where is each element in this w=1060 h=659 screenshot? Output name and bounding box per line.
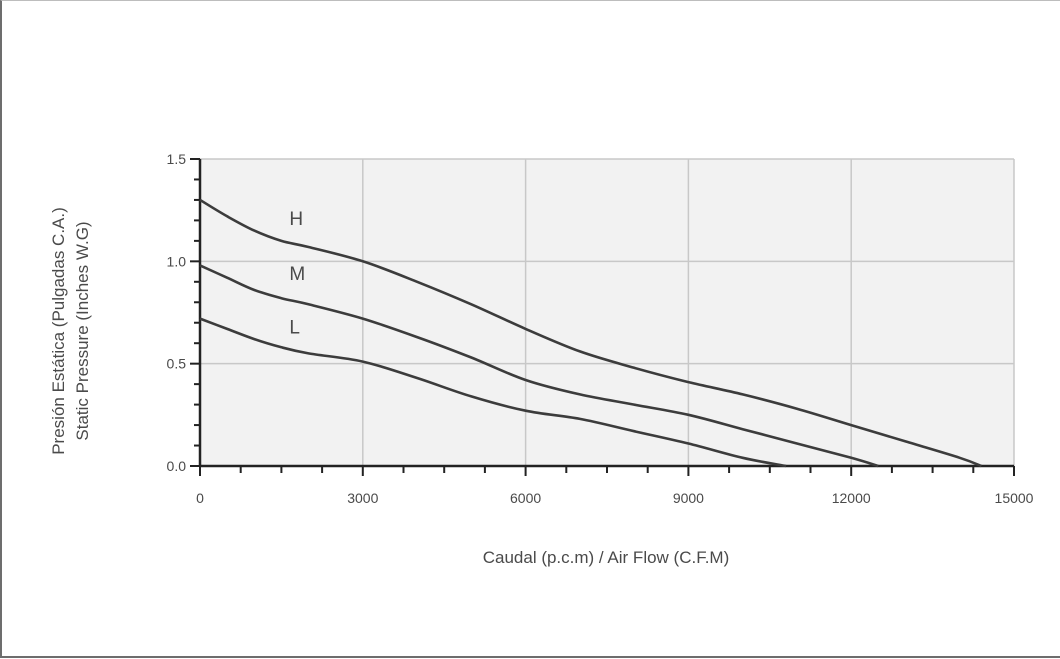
x-tick-label: 3000 — [347, 490, 378, 506]
y-tick-label: 1.0 — [167, 253, 187, 269]
curve-labels: H M L — [289, 209, 305, 338]
curve-m — [199, 264, 879, 468]
y-axis-title-line-1: Presión Estática (Pulgadas C.A.) — [49, 207, 68, 455]
y-axis-title-line-2: Static Pressure (Inches W.G) — [73, 221, 92, 440]
x-tick-label: 12000 — [832, 490, 871, 506]
y-axis-title: Presión Estática (Pulgadas C.A.) Static … — [49, 207, 92, 455]
curve-h — [199, 198, 982, 468]
curve-label-h: H — [289, 209, 303, 230]
y-tick-label: 1.5 — [167, 151, 187, 167]
x-tick-label: 6000 — [510, 490, 541, 506]
curves — [199, 198, 982, 468]
plot-background — [200, 159, 1014, 466]
x-tick-label: 15000 — [995, 490, 1034, 506]
grid-lines — [200, 158, 1015, 466]
y-tick-label: 0.0 — [167, 458, 187, 474]
curve-l — [199, 317, 787, 468]
x-tick-label: 9000 — [673, 490, 704, 506]
curve-label-l: L — [289, 317, 300, 338]
axes: 0 3000 6000 9000 12000 15000 0.0 0.5 1.0 1.5 — [167, 151, 1034, 506]
x-axis-title: Caudal (p.c.m) / Air Flow (C.F.M) — [483, 548, 730, 567]
y-tick-label: 0.5 — [167, 356, 187, 372]
x-tick-label: 0 — [196, 490, 204, 506]
curve-label-m: M — [289, 264, 305, 285]
